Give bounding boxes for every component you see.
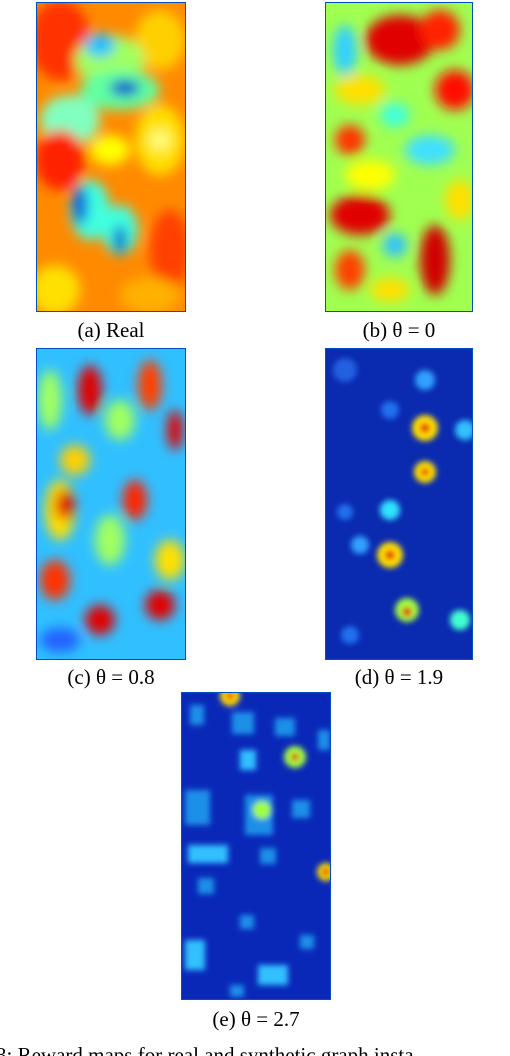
panel-caption: (c) θ = 0.8 xyxy=(67,665,154,689)
panel-caption: (d) θ = 1.9 xyxy=(355,665,443,689)
panel-caption: (a) Real xyxy=(77,318,144,342)
heatmap-e xyxy=(181,692,331,1000)
heatmap-b xyxy=(325,2,473,312)
figure-caption: 3: Reward maps for real and synthetic gr… xyxy=(0,1043,414,1056)
panel-caption: (b) θ = 0 xyxy=(363,318,436,342)
heatmap-a xyxy=(36,2,186,312)
heatmap-c xyxy=(36,348,186,660)
heatmap-d xyxy=(325,348,473,660)
panel-caption: (e) θ = 2.7 xyxy=(212,1007,299,1031)
